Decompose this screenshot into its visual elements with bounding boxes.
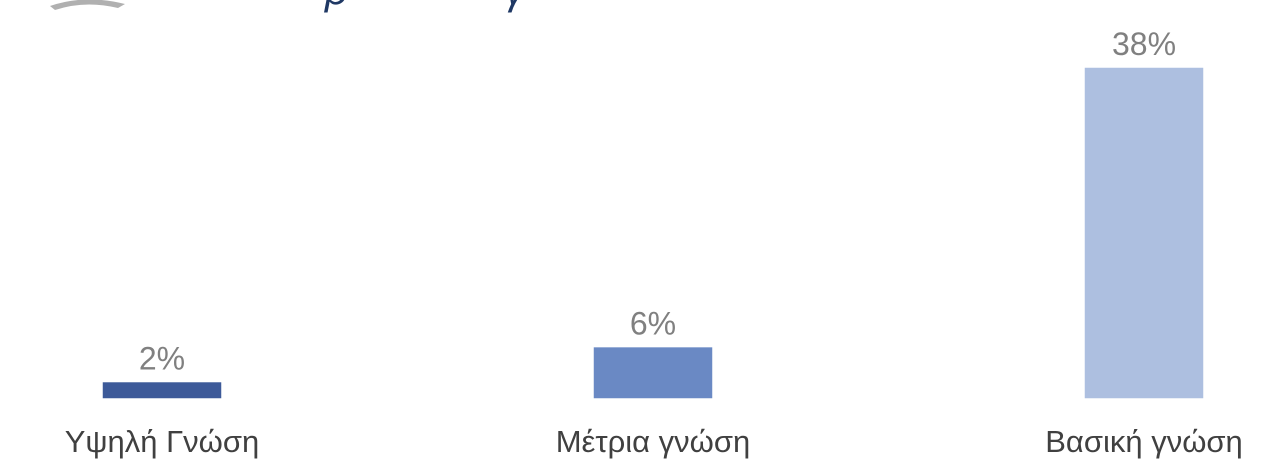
data-label-1: 2%: [139, 341, 185, 377]
cropped-heading-fragment-2: γ: [505, 0, 527, 13]
top-cropped-decoration: ρ γ: [50, 0, 527, 13]
bar-2: [592, 345, 714, 400]
category-label-2: Μέτρια γνώση: [556, 424, 751, 459]
category-label-1: Υψηλή Γνώση: [65, 424, 260, 459]
bar-3: [1083, 66, 1205, 400]
bar-1: [101, 380, 223, 400]
data-labels-layer: 2% 6% 38%: [139, 26, 1176, 377]
data-label-3: 38%: [1112, 26, 1176, 62]
category-label-3: Βασική γνώση: [1045, 424, 1243, 459]
cropped-logo-shape: [50, 0, 125, 10]
category-labels-layer: Υψηλή Γνώση Μέτρια γνώση Βασική γνώση: [65, 424, 1243, 459]
bars-layer: [101, 66, 1205, 400]
cropped-heading-fragment: ρ: [324, 0, 348, 13]
data-label-2: 6%: [630, 306, 676, 342]
